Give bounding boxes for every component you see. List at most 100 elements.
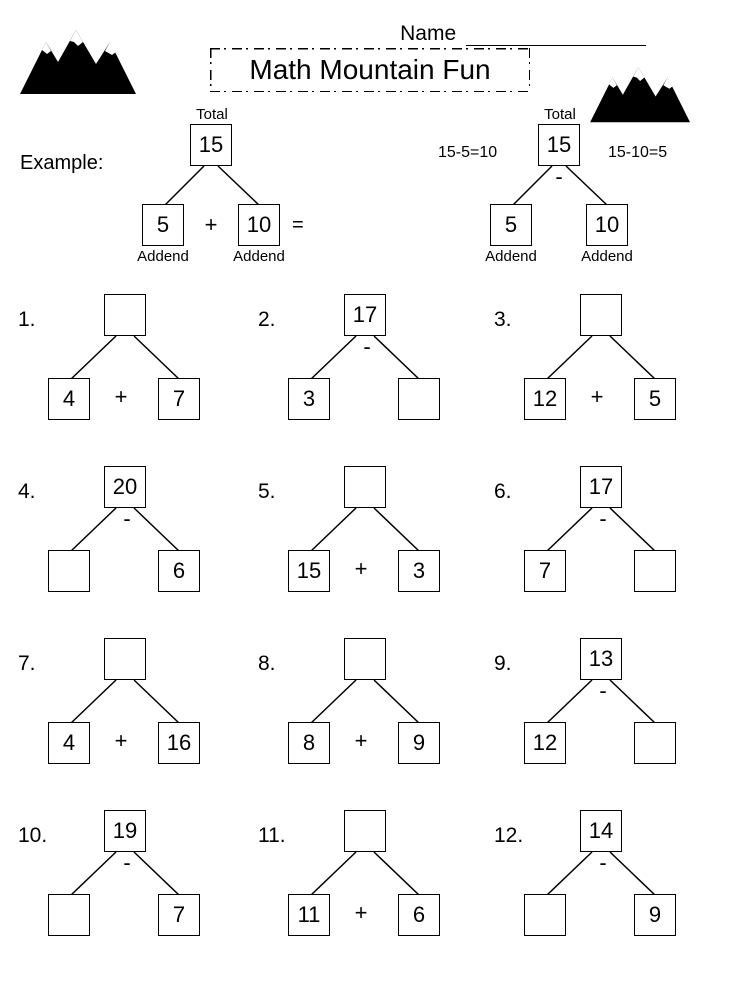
plus-icon: + [108,728,134,754]
problem-cell: 5. +15 3 [258,460,490,630]
plus-icon: + [584,384,610,410]
plus-icon: + [108,384,134,410]
problem-number: 4. [18,480,48,504]
problem-row: 7.+4168.+899.13-12 [18,632,718,804]
problem-number: 12. [494,824,524,848]
equation-left: 15-5=10 [438,144,497,162]
example-mountain-sub: Total 15 15-5=10 15-10=5 - 5 10 Addend A… [428,108,688,248]
problem-number: 10. [18,824,48,848]
example-top-box: 15 [538,124,580,166]
top-box[interactable] [580,294,622,336]
top-box[interactable] [104,294,146,336]
name-underline[interactable] [466,45,646,46]
left-box[interactable]: 4 [48,378,90,420]
right-box[interactable]: 9 [398,722,440,764]
left-box[interactable] [48,550,90,592]
right-box[interactable]: 3 [398,550,440,592]
right-box[interactable] [398,378,440,420]
total-label: Total [530,106,590,123]
problem-cell: 10. 19-7 [18,804,250,974]
equals-icon: = [292,214,304,237]
left-box[interactable]: 7 [524,550,566,592]
right-box[interactable] [634,550,676,592]
example-left-box: 5 [490,204,532,246]
left-box[interactable]: 12 [524,722,566,764]
problem-cell: 7.+416 [18,632,250,802]
left-box[interactable]: 4 [48,722,90,764]
problem-cell: 6. 17-7 [494,460,726,630]
addend-label: Addend [574,248,640,265]
example-mountain-add: Total 15 5 + 10 = Addend Addend [110,108,310,248]
top-box[interactable]: 17 [344,294,386,336]
name-field: Name [400,22,646,46]
example-right-box: 10 [238,204,280,246]
problem-row: 4.20-65.+1536.17-7 [18,460,718,632]
top-box[interactable]: 19 [104,810,146,852]
minus-icon: - [354,334,380,360]
left-box[interactable]: 8 [288,722,330,764]
left-box[interactable]: 15 [288,550,330,592]
plus-icon: + [348,728,374,754]
right-box[interactable]: 7 [158,894,200,936]
left-box[interactable]: 11 [288,894,330,936]
problem-number: 1. [18,308,48,332]
problem-number: 5. [258,480,288,504]
problem-number: 9. [494,652,524,676]
problem-cell: 2. 17-3 [258,288,490,458]
example-label: Example: [20,152,103,175]
plus-icon: + [348,900,374,926]
top-box[interactable]: 20 [104,466,146,508]
mountain-icon-left [18,24,168,96]
left-box[interactable]: 3 [288,378,330,420]
problem-cell: 11. +11 6 [258,804,490,974]
left-box[interactable] [48,894,90,936]
right-box[interactable] [634,722,676,764]
problem-number: 8. [258,652,288,676]
total-label: Total [182,106,242,123]
left-box[interactable]: 12 [524,378,566,420]
addend-label: Addend [226,248,292,265]
minus-icon: - [114,506,140,532]
example-row: Example: Total 15 5 + 10 = Addend Addend… [20,108,720,268]
problem-cell: 8. +8 9 [258,632,490,802]
problem-row: 10.19-711.+11612.14-9 [18,804,718,976]
name-label: Name [400,22,456,45]
example-top-box: 15 [190,124,232,166]
equation-right: 15-10=5 [608,144,667,162]
problem-number: 2. [258,308,288,332]
left-box[interactable] [524,894,566,936]
addend-label: Addend [130,248,196,265]
worksheet-page: Name Math Mountain Fun Example: Total 15… [0,0,736,982]
minus-icon: - [546,164,572,190]
worksheet-title: Math Mountain Fun [210,48,530,92]
top-box[interactable] [344,810,386,852]
right-box[interactable]: 7 [158,378,200,420]
right-box[interactable]: 6 [158,550,200,592]
right-box[interactable]: 5 [634,378,676,420]
problem-cell: 3. +12 5 [494,288,726,458]
addend-label: Addend [478,248,544,265]
problem-grid: 1.+472.17-33.+1254.20-65.+1536.17-77.+41… [18,288,718,976]
right-box[interactable]: 9 [634,894,676,936]
minus-icon: - [114,850,140,876]
right-box[interactable]: 16 [158,722,200,764]
problem-number: 6. [494,480,524,504]
right-box[interactable]: 6 [398,894,440,936]
minus-icon: - [590,678,616,704]
top-box[interactable]: 14 [580,810,622,852]
top-box[interactable]: 17 [580,466,622,508]
problem-cell: 9. 13-12 [494,632,726,802]
plus-icon: + [198,212,224,238]
plus-icon: + [348,556,374,582]
top-box[interactable] [104,638,146,680]
top-box[interactable] [344,466,386,508]
problem-cell: 12. 14-9 [494,804,726,974]
minus-icon: - [590,506,616,532]
example-left-box: 5 [142,204,184,246]
top-box[interactable] [344,638,386,680]
problem-row: 1. +4 7 2. 17-3 3. +12 5 [18,288,718,460]
top-box[interactable]: 13 [580,638,622,680]
minus-icon: - [590,850,616,876]
problem-number: 11. [258,824,288,848]
problem-number: 3. [494,308,524,332]
